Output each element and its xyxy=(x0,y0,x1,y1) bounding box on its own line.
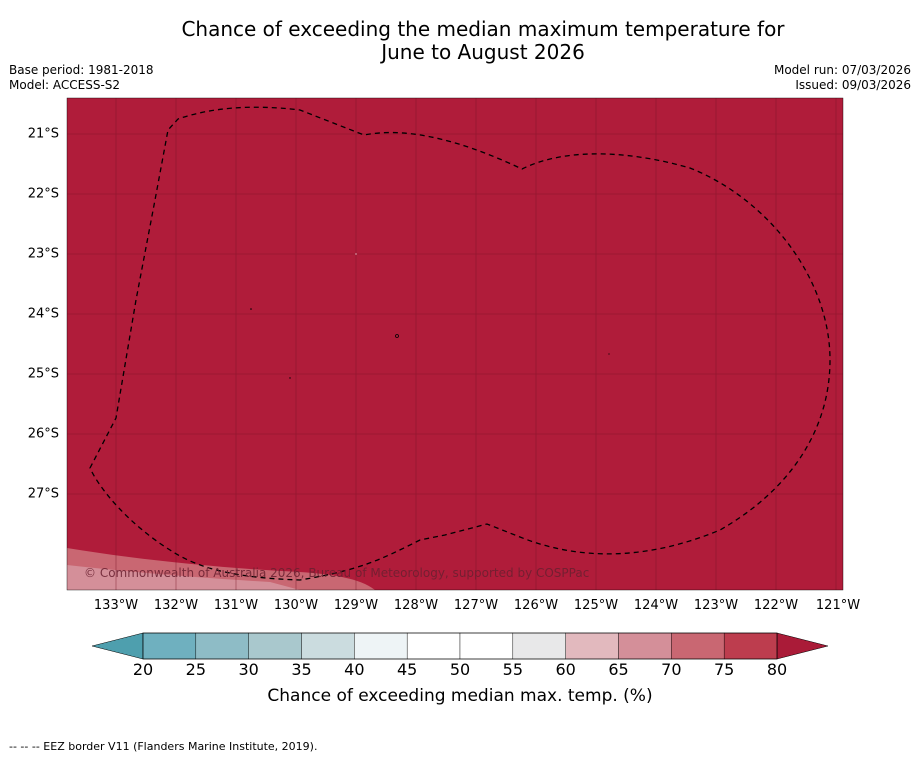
footnote: -- -- -- EEZ border V11 (Flanders Marine… xyxy=(9,740,318,753)
map-frame xyxy=(66,97,844,591)
island xyxy=(355,253,357,255)
lon-label: 131°W xyxy=(213,598,259,613)
colorbar-bin xyxy=(723,632,778,660)
eez-border xyxy=(89,106,831,581)
colorbar-bin xyxy=(142,632,197,660)
map-title-line1: Chance of exceeding the median maximum t… xyxy=(181,17,785,41)
colorbar-tick-label: 80 xyxy=(766,660,788,679)
colorbar-bin xyxy=(459,632,514,660)
lat-label: 22°S xyxy=(27,186,59,202)
colorbar-bin xyxy=(354,632,408,660)
colorbar-bin xyxy=(301,632,355,660)
colorbar-bin xyxy=(512,632,566,660)
lon-label: 122°W xyxy=(753,598,799,613)
meta-right: Model run: 07/03/2026 Issued: 09/03/2026 xyxy=(774,63,911,93)
lon-label: 128°W xyxy=(393,598,439,613)
colorbar-tick-label: 40 xyxy=(344,660,365,679)
colorbar-tick-label: 70 xyxy=(661,660,682,679)
lon-label: 125°W xyxy=(573,598,619,613)
colorbar-tick-label: 55 xyxy=(502,660,524,679)
colorbar-tick-label: 65 xyxy=(608,660,629,679)
colorbar-tick-label: 45 xyxy=(396,660,418,679)
lon-label: 129°W xyxy=(333,598,379,613)
colorbar-bin xyxy=(406,632,461,660)
map-title: Chance of exceeding the median maximum t… xyxy=(0,18,919,64)
colorbar xyxy=(91,632,829,660)
lon-label: 123°W xyxy=(693,598,739,613)
colorbar-bin xyxy=(671,632,725,660)
colorbar-tick-label: 50 xyxy=(449,660,471,679)
colorbar-over-arrow xyxy=(776,632,829,660)
lon-label: 130°W xyxy=(273,598,319,613)
lon-label: 133°W xyxy=(93,598,139,613)
lat-label: 27°S xyxy=(27,486,59,502)
island xyxy=(395,334,399,338)
copyright-text: © Commonwealth of Australia 2026, Bureau… xyxy=(84,566,589,580)
colorbar-bin xyxy=(195,632,249,660)
lon-label: 132°W xyxy=(153,598,199,613)
lat-label: 23°S xyxy=(27,246,59,262)
colorbar-title: Chance of exceeding median max. temp. (%… xyxy=(267,686,653,706)
lon-label: 127°W xyxy=(453,598,499,613)
island xyxy=(250,308,252,310)
map-area xyxy=(67,98,843,590)
lat-label: 26°S xyxy=(27,426,59,442)
lat-label: 21°S xyxy=(27,126,59,142)
island xyxy=(608,353,610,355)
colorbar-tick-label: 20 xyxy=(132,660,154,679)
meta-left: Base period: 1981-2018 Model: ACCESS-S2 xyxy=(9,63,154,93)
lon-label: 126°W xyxy=(513,598,559,613)
issued-date: Issued: 09/03/2026 xyxy=(795,78,911,92)
colorbar-tick-label: 35 xyxy=(291,660,312,679)
colorbar-under-arrow xyxy=(91,632,144,660)
model-run: Model run: 07/03/2026 xyxy=(773,63,911,77)
map-title-line2: June to August 2026 xyxy=(381,40,585,64)
colorbar-tick-label: 25 xyxy=(185,660,207,679)
colorbar-tick-label: 30 xyxy=(238,660,259,679)
graticule xyxy=(67,98,843,590)
island xyxy=(289,377,291,379)
lat-label: 24°S xyxy=(27,306,59,322)
colorbar-bin xyxy=(618,632,672,660)
lon-label: 121°W xyxy=(815,598,861,613)
lat-label: 25°S xyxy=(27,366,59,382)
model-name: Model: ACCESS-S2 xyxy=(9,78,121,92)
probability-band-65-70 xyxy=(67,565,300,590)
base-period: Base period: 1981-2018 xyxy=(9,63,154,77)
colorbar-bin xyxy=(248,632,302,660)
colorbar-tick-label: 60 xyxy=(555,660,576,679)
colorbar-tick-label: 75 xyxy=(713,660,735,679)
colorbar-bin xyxy=(565,632,619,660)
lon-label: 124°W xyxy=(633,598,679,613)
